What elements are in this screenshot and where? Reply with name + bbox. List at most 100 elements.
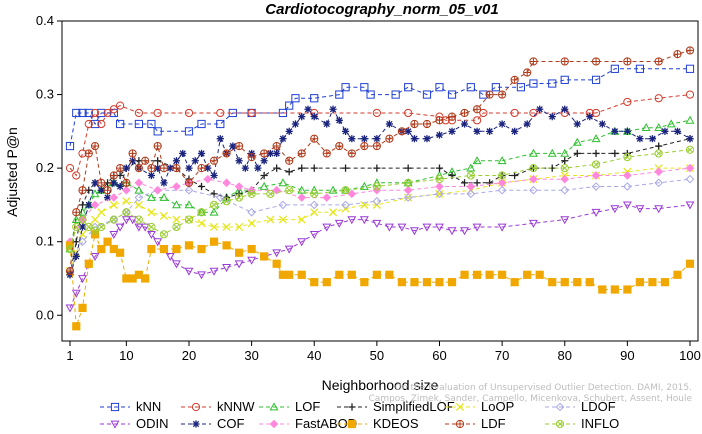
data-point (78, 230, 87, 239)
data-point (372, 270, 381, 279)
data-point-inner (298, 149, 306, 158)
data-point-inner (398, 127, 406, 135)
data-point (172, 157, 181, 165)
data-point (598, 120, 606, 128)
legend-label: FastABOD (295, 416, 357, 431)
data-point (473, 127, 481, 135)
data-point (310, 94, 319, 103)
x-tick-label: 10 (119, 348, 133, 363)
y-axis: 0.0 0.1 0.2 0.3 0.4 (36, 13, 62, 322)
data-point (65, 244, 75, 254)
series-cof (66, 105, 694, 279)
data-point (297, 270, 306, 279)
data-point (536, 105, 544, 113)
data-point (585, 278, 594, 287)
data-point (134, 185, 144, 194)
data-point (310, 113, 318, 121)
data-point-inner (79, 216, 86, 223)
data-point (348, 135, 356, 143)
data-point-inner (410, 120, 419, 128)
data-point-inner (485, 90, 494, 99)
data-point (360, 278, 369, 287)
data-point-inner (267, 191, 274, 197)
data-point (134, 178, 144, 188)
data-point (291, 94, 300, 103)
data-point-inner (103, 186, 112, 194)
data-point (560, 75, 569, 84)
data-point (460, 227, 469, 236)
data-point (147, 244, 156, 254)
data-point-inner (593, 161, 599, 168)
data-point-inner (448, 113, 456, 121)
data-point (185, 164, 193, 172)
data-point (90, 253, 100, 262)
data-point (172, 215, 181, 224)
data-point-inner (173, 224, 180, 230)
data-point (347, 189, 357, 199)
data-point (128, 216, 138, 225)
data-point-inner (147, 164, 156, 172)
data-point (153, 108, 162, 118)
legend-item-ldof: LDOF (545, 399, 616, 414)
data-point (272, 249, 282, 258)
x-axis: 1 10 20 30 40 50 60 70 80 90 100 (66, 341, 701, 363)
data-point (648, 278, 657, 287)
data-point (97, 108, 106, 118)
data-point (479, 108, 488, 118)
data-point (385, 270, 394, 279)
data-point (247, 207, 256, 217)
data-point (410, 135, 419, 143)
data-point (435, 278, 444, 287)
data-point (134, 108, 143, 118)
data-point (90, 108, 100, 118)
data-point (548, 113, 556, 121)
data-point (285, 168, 293, 176)
data-point (90, 215, 100, 224)
data-point (547, 148, 557, 157)
data-point (297, 185, 307, 194)
data-point (635, 278, 644, 287)
data-point (266, 149, 275, 158)
data-point (110, 420, 120, 429)
data-point (611, 149, 619, 158)
data-point (116, 182, 124, 191)
data-point (154, 157, 162, 165)
data-point (147, 222, 156, 232)
data-point (72, 171, 81, 180)
series-line (69, 68, 690, 147)
data-point (510, 108, 519, 118)
data-point (260, 252, 269, 261)
series-line (69, 49, 691, 272)
data-point (309, 200, 319, 210)
data-point (109, 193, 119, 202)
data-point (297, 215, 306, 224)
data-point (510, 278, 519, 287)
data-point (529, 79, 538, 88)
data-point (85, 201, 93, 209)
data-point (404, 164, 412, 172)
data-point (184, 215, 194, 224)
data-point-inner (223, 198, 230, 205)
data-point (91, 179, 99, 187)
data-point-inner (499, 172, 505, 179)
data-point (591, 134, 601, 143)
data-point-inner (592, 57, 600, 66)
data-point (115, 223, 125, 232)
data-point (328, 208, 338, 217)
data-point-inner (66, 267, 74, 275)
data-point (591, 182, 601, 191)
data-point (241, 164, 249, 172)
data-point (234, 248, 244, 257)
data-point-inner (311, 191, 318, 197)
data-point (110, 179, 118, 187)
data-point-inner (373, 183, 380, 190)
legend-label: LDOF (581, 399, 616, 414)
data-point-inner (511, 76, 519, 84)
data-point (278, 178, 288, 187)
data-point-inner (523, 68, 531, 77)
data-point (661, 127, 669, 135)
data-point (623, 285, 632, 294)
data-point-inner (348, 149, 356, 158)
data-point-inner (154, 142, 162, 150)
data-point-inner (624, 154, 631, 160)
